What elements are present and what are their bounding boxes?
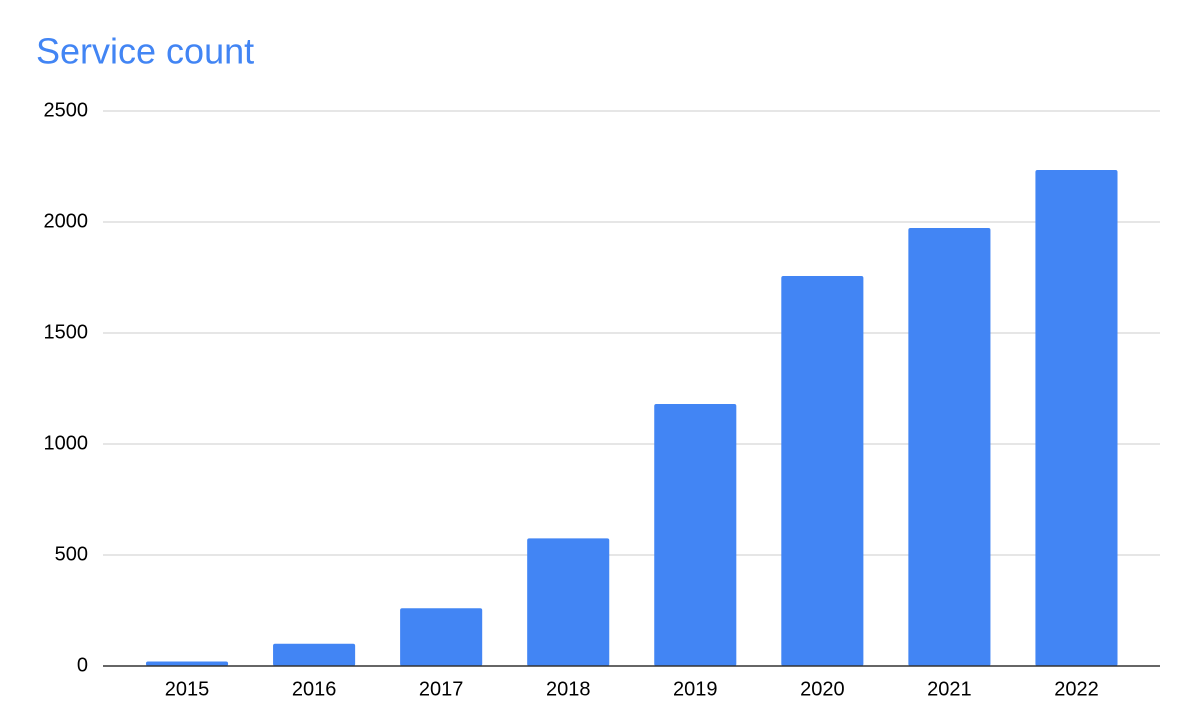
y-tick-label: 2000 xyxy=(44,210,89,232)
x-tick-label: 2018 xyxy=(546,678,591,700)
bar xyxy=(781,275,864,666)
bar xyxy=(527,538,610,666)
x-tick-label: 2021 xyxy=(927,678,972,700)
x-tick-label: 2020 xyxy=(800,678,845,700)
bar xyxy=(145,661,229,666)
x-tick-label: 2019 xyxy=(673,678,718,700)
x-tick-label: 2017 xyxy=(419,678,464,700)
y-tick-label: 2500 xyxy=(44,99,89,121)
x-tick-label: 2016 xyxy=(292,678,337,700)
bar xyxy=(654,404,737,666)
y-tick-label: 1000 xyxy=(44,432,89,454)
x-tick-label: 2022 xyxy=(1054,678,1099,700)
y-tick-label: 0 xyxy=(77,654,88,676)
x-tick-label: 2015 xyxy=(165,678,210,700)
y-tick-label: 500 xyxy=(55,543,88,565)
y-tick-label: 1500 xyxy=(44,321,89,343)
chart-title: Service count xyxy=(36,31,254,72)
bar xyxy=(908,227,991,666)
bar xyxy=(400,608,483,666)
bar xyxy=(273,643,356,666)
bar xyxy=(1035,170,1118,666)
